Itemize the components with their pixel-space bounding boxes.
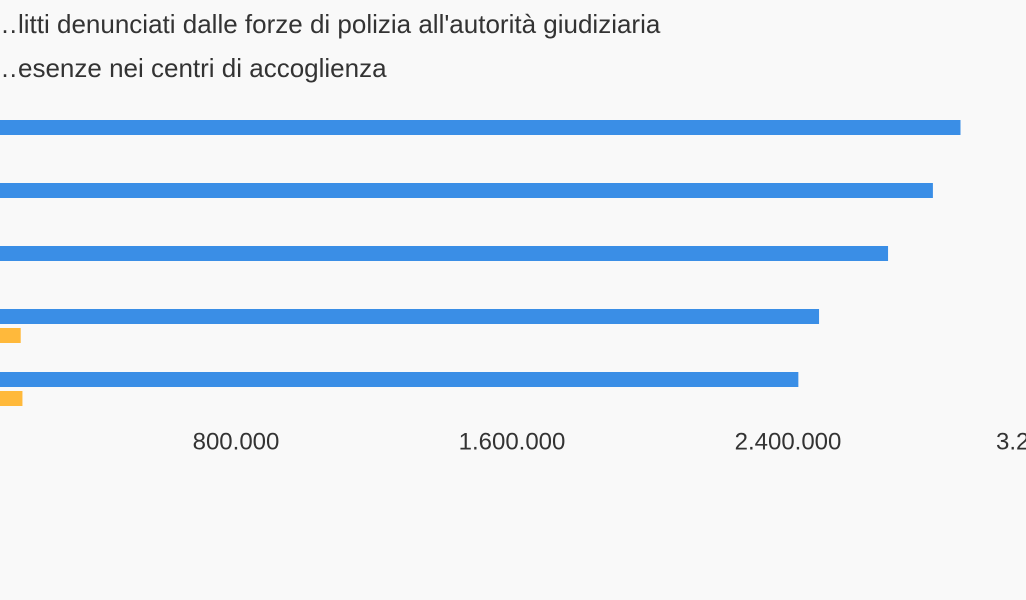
legend: …litti denunciati dalle forze di polizia… xyxy=(0,9,661,83)
x-tick-label: 1.600.000 xyxy=(459,428,566,455)
bar-series1-row2 xyxy=(0,183,933,198)
x-tick-label: 800.000 xyxy=(193,428,280,455)
bar-series2-row4 xyxy=(0,328,21,343)
x-tick-label: 3.2 xyxy=(996,428,1026,455)
bar-series1-row5 xyxy=(0,372,799,387)
legend-item-2: …esenze nei centri di accoglienza xyxy=(0,53,387,83)
bar-series2-row5 xyxy=(0,391,23,406)
bar-series1-row1 xyxy=(0,120,961,135)
bars xyxy=(0,120,961,406)
bar-series1-row3 xyxy=(0,246,889,261)
bar-series1-row4 xyxy=(0,309,820,324)
x-tick-label: 2.400.000 xyxy=(735,428,842,455)
legend-item-1: …litti denunciati dalle forze di polizia… xyxy=(0,9,661,39)
